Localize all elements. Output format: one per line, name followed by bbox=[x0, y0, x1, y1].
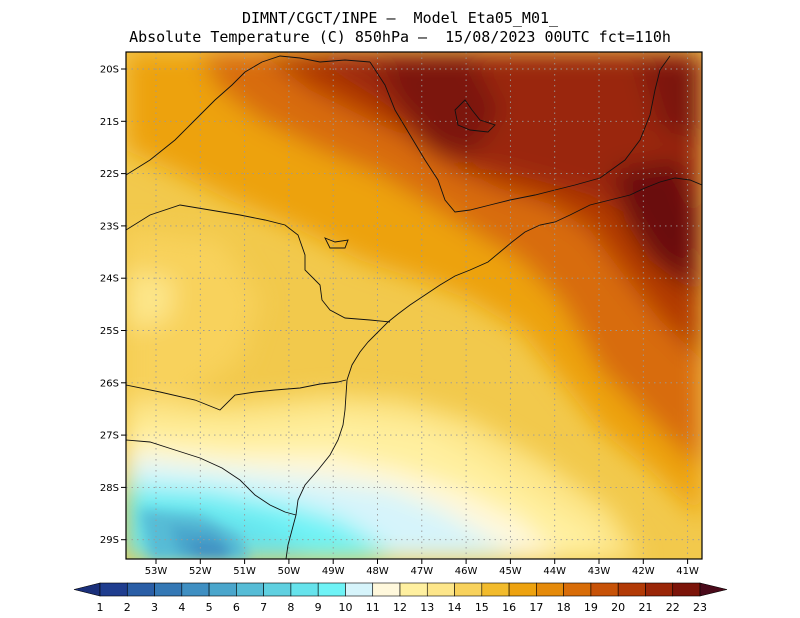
colorbar-label: 22 bbox=[666, 601, 680, 614]
colorbar-segment bbox=[426, 582, 455, 597]
colorbar-segment bbox=[290, 582, 319, 597]
lat-tick-label: 28S bbox=[100, 483, 119, 494]
lat-lon-grid bbox=[126, 52, 702, 559]
colorbar-label: 8 bbox=[287, 601, 294, 614]
colorbar-label: 5 bbox=[206, 601, 213, 614]
map-title-line2: Absolute Temperature (C) 850hPa – 15/08/… bbox=[129, 28, 671, 46]
colorbar-segment bbox=[536, 582, 564, 597]
lat-tick-label: 23S bbox=[100, 221, 119, 232]
colorbar-segment bbox=[399, 582, 428, 597]
temperature-field bbox=[126, 52, 702, 559]
colorbar-segment bbox=[372, 582, 401, 597]
colorbar-segment bbox=[508, 582, 537, 597]
lon-tick-label: 44W bbox=[543, 566, 566, 577]
colorbar-label: 20 bbox=[611, 601, 625, 614]
colorbar-label: 9 bbox=[315, 601, 322, 614]
colorbar-segment bbox=[617, 582, 646, 597]
colorbar-label: 3 bbox=[151, 601, 158, 614]
lat-tick-label: 25S bbox=[100, 326, 119, 337]
colorbar-label: 21 bbox=[638, 601, 652, 614]
colorbar-segment bbox=[454, 582, 483, 597]
longitude-axis: 53W 52W 51W 50W 49W 48W 47W 46W 45W 44W 43W 42W 41W bbox=[145, 559, 699, 577]
colorbar-segment bbox=[590, 582, 619, 597]
lat-tick-label: 27S bbox=[100, 431, 119, 442]
colorbar-segment bbox=[563, 582, 592, 597]
lat-tick-label: 29S bbox=[100, 535, 119, 546]
colorbar-label: 12 bbox=[393, 601, 407, 614]
latitude-axis: 20S 21S 22S 23S 24S 25S 26S 27S 28S 29S bbox=[100, 65, 126, 546]
colorbar-label: 19 bbox=[584, 601, 598, 614]
coastline-and-borders bbox=[126, 55, 702, 559]
colorbar-segment bbox=[236, 582, 264, 597]
colorbar-left-arrow bbox=[73, 582, 101, 597]
colorbar-label: 14 bbox=[448, 601, 462, 614]
lon-tick-label: 42W bbox=[632, 566, 655, 577]
colorbar-label: 4 bbox=[178, 601, 185, 614]
colorbar-segment bbox=[208, 582, 237, 597]
lon-tick-label: 46W bbox=[455, 566, 478, 577]
colorbar-label: 6 bbox=[233, 601, 240, 614]
lon-tick-label: 52W bbox=[189, 566, 212, 577]
colorbar-segment bbox=[126, 582, 155, 597]
lon-tick-label: 50W bbox=[278, 566, 301, 577]
colorbar-label: 2 bbox=[124, 601, 131, 614]
colorbar-label: 15 bbox=[475, 601, 489, 614]
lon-tick-label: 53W bbox=[145, 566, 168, 577]
lat-tick-label: 21S bbox=[100, 117, 119, 128]
colorbar-segment bbox=[645, 582, 674, 597]
colorbar-label: 23 bbox=[693, 601, 707, 614]
lat-tick-label: 24S bbox=[100, 274, 119, 285]
lon-tick-label: 48W bbox=[366, 566, 389, 577]
lon-tick-label: 51W bbox=[233, 566, 256, 577]
lon-tick-label: 47W bbox=[410, 566, 433, 577]
colorbar-label: 16 bbox=[502, 601, 516, 614]
map-frame bbox=[125, 51, 703, 560]
colorbar-right-arrow bbox=[699, 582, 728, 597]
colorbar-segment bbox=[181, 582, 210, 597]
colorbar-segment bbox=[672, 582, 701, 597]
colorbar-segment bbox=[317, 582, 346, 597]
colorbar-label: 1 bbox=[97, 601, 104, 614]
colorbar-label: 18 bbox=[557, 601, 571, 614]
lon-tick-label: 49W bbox=[322, 566, 345, 577]
lat-tick-label: 22S bbox=[100, 169, 119, 180]
colorbar-segment bbox=[263, 582, 292, 597]
colorbar-segment bbox=[99, 582, 128, 597]
lat-tick-label: 20S bbox=[100, 65, 119, 76]
lon-tick-label: 43W bbox=[588, 566, 611, 577]
colorbar-label: 7 bbox=[260, 601, 267, 614]
colorbar-segment bbox=[154, 582, 183, 597]
map-title-line1: DIMNT/CGCT/INPE – Model Eta05_M01_ bbox=[241, 9, 559, 27]
colorbar-label: 11 bbox=[366, 601, 380, 614]
colorbar-segment bbox=[481, 582, 510, 597]
colorbar-segment bbox=[345, 582, 374, 597]
lon-tick-label: 41W bbox=[676, 566, 699, 577]
colorbar-label: 13 bbox=[420, 601, 434, 614]
lon-tick-label: 45W bbox=[499, 566, 522, 577]
colorbar: 1 2 3 4 5 6 7 8 9 10 11 12 13 14 15 16 17 18 19 20 21 22 23 bbox=[73, 582, 728, 614]
colorbar-label: 10 bbox=[338, 601, 352, 614]
colorbar-label: 17 bbox=[529, 601, 543, 614]
lat-tick-label: 26S bbox=[100, 378, 119, 389]
